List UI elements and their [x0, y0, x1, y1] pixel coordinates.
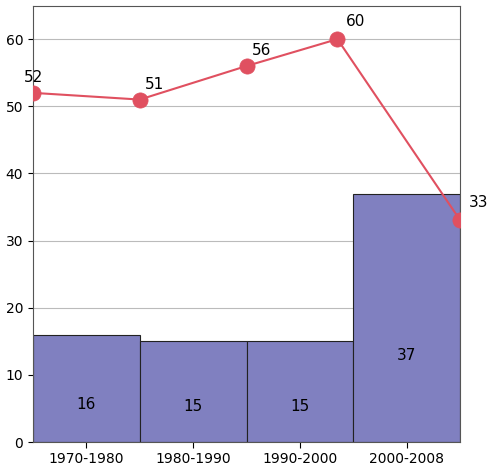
Text: 15: 15: [183, 399, 203, 414]
Text: 56: 56: [252, 43, 271, 58]
Point: [243, 62, 250, 70]
Text: 60: 60: [346, 14, 365, 29]
Point: [333, 35, 341, 43]
Point: [457, 217, 464, 224]
Bar: [140, 341, 246, 442]
Bar: [33, 335, 140, 442]
Text: 15: 15: [290, 399, 310, 414]
Point: [136, 96, 143, 103]
Point: [29, 89, 37, 97]
Bar: [353, 194, 460, 442]
Text: 16: 16: [76, 397, 96, 412]
Text: 37: 37: [397, 347, 417, 362]
Text: 52: 52: [24, 70, 43, 85]
Bar: [246, 341, 353, 442]
Text: 51: 51: [145, 76, 164, 92]
Text: 33: 33: [469, 195, 489, 211]
